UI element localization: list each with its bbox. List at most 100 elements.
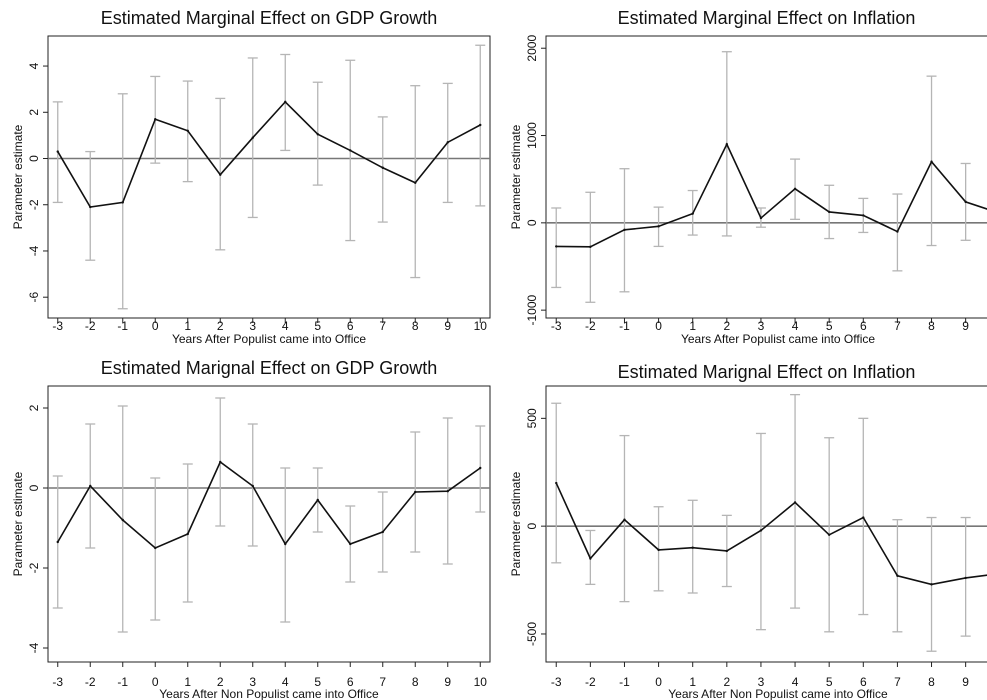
estimate-point bbox=[657, 225, 660, 228]
x-tick-label: 5 bbox=[314, 675, 321, 689]
x-axis-label: Years After Populist came into Office bbox=[681, 332, 875, 346]
x-tick-label: 0 bbox=[152, 675, 159, 689]
x-tick-label: 9 bbox=[444, 319, 451, 333]
estimate-point bbox=[793, 501, 797, 504]
estimate-point bbox=[555, 245, 558, 248]
x-tick-label: 6 bbox=[860, 319, 867, 333]
y-tick-label: -2 bbox=[27, 199, 41, 210]
estimate-point bbox=[827, 210, 831, 214]
estimate-point bbox=[316, 498, 319, 502]
x-tick-label: 6 bbox=[860, 675, 867, 689]
x-tick-label: 1 bbox=[184, 675, 191, 689]
estimate-point bbox=[349, 149, 352, 152]
y-axis-label: Parameter estimate bbox=[11, 471, 25, 576]
estimate-point bbox=[657, 548, 660, 552]
estimate-point bbox=[862, 516, 865, 519]
estimate-point bbox=[691, 212, 694, 215]
x-axis-label: Years After Non Populist came into Offic… bbox=[668, 687, 888, 700]
plot-frame bbox=[545, 385, 987, 663]
estimate-point bbox=[725, 549, 729, 553]
estimate-point bbox=[251, 136, 254, 139]
estimate-point bbox=[414, 181, 417, 184]
x-tick-label: 7 bbox=[379, 675, 386, 689]
estimate-line bbox=[556, 142, 987, 248]
y-tick-label: 0 bbox=[27, 484, 41, 491]
x-tick-label: 5 bbox=[826, 319, 833, 333]
x-tick-label: -3 bbox=[551, 675, 562, 689]
y-tick-label: 0 bbox=[525, 523, 539, 530]
x-tick-label: -2 bbox=[585, 675, 596, 689]
plot-frame bbox=[545, 35, 987, 319]
estimate-point bbox=[862, 214, 865, 217]
estimate-point bbox=[896, 230, 899, 233]
x-tick-label: 4 bbox=[792, 319, 799, 333]
x-axis-label: Years After Populist came into Office bbox=[172, 332, 366, 346]
y-tick-label: -4 bbox=[27, 245, 41, 256]
estimate-point bbox=[316, 133, 319, 136]
x-tick-label: 4 bbox=[282, 675, 289, 689]
chart-title: Estimated Marignal Effect on GDP Growth bbox=[101, 358, 437, 378]
y-tick-label: 2 bbox=[27, 109, 41, 116]
estimate-point bbox=[446, 141, 449, 144]
x-tick-label: 8 bbox=[412, 319, 419, 333]
x-tick-label: 0 bbox=[655, 675, 662, 689]
estimate-point bbox=[121, 518, 124, 522]
chart-title: Estimated Marignal Effect on Inflation bbox=[618, 362, 916, 382]
y-tick-label: -2 bbox=[27, 562, 41, 573]
estimate-point bbox=[154, 118, 157, 121]
estimate-point bbox=[186, 129, 189, 132]
estimate-point bbox=[446, 490, 449, 493]
estimate-point bbox=[219, 460, 222, 464]
estimate-point bbox=[381, 530, 384, 534]
x-tick-label: 8 bbox=[928, 675, 935, 689]
plot-frame bbox=[47, 385, 491, 663]
estimate-point bbox=[896, 574, 899, 577]
x-tick-label: 8 bbox=[412, 675, 419, 689]
plot-frame bbox=[47, 35, 491, 319]
chart-panel-2: Estimated Marginal Effect on Inflation -1… bbox=[509, 8, 987, 346]
y-tick-label: 4 bbox=[27, 62, 41, 69]
x-tick-label: 9 bbox=[962, 319, 969, 333]
estimate-point bbox=[479, 123, 482, 127]
y-tick-label: -500 bbox=[525, 622, 539, 646]
estimate-point bbox=[793, 187, 797, 190]
chart-title: Estimated Marginal Effect on Inflation bbox=[618, 8, 916, 28]
estimate-point bbox=[89, 484, 92, 488]
x-axis-label: Years After Non Populist came into Offic… bbox=[159, 687, 379, 700]
chart-panel-4: Estimated Marignal Effect on Inflation -5… bbox=[509, 362, 987, 700]
y-tick-label: 0 bbox=[27, 155, 41, 162]
estimate-point bbox=[964, 576, 967, 580]
y-axis-label: Parameter estimate bbox=[11, 124, 25, 229]
x-tick-label: 3 bbox=[249, 675, 256, 689]
estimate-point bbox=[56, 150, 59, 153]
x-tick-label: 10 bbox=[474, 675, 488, 689]
estimate-point bbox=[121, 201, 124, 204]
x-tick-label: 5 bbox=[314, 319, 321, 333]
estimate-line bbox=[555, 482, 987, 586]
x-tick-label: 0 bbox=[655, 319, 662, 333]
estimate-point bbox=[284, 542, 287, 546]
x-tick-label: 9 bbox=[444, 675, 451, 689]
estimate-point bbox=[56, 540, 59, 544]
y-tick-label: 1000 bbox=[525, 122, 539, 149]
y-tick-label: 2 bbox=[27, 404, 41, 411]
estimate-point bbox=[759, 216, 763, 220]
estimate-point bbox=[349, 542, 352, 546]
estimate-line bbox=[57, 100, 481, 208]
estimate-point bbox=[623, 518, 626, 521]
estimate-point bbox=[219, 173, 222, 176]
y-tick-label: -1000 bbox=[525, 294, 539, 325]
x-tick-label: -2 bbox=[85, 319, 96, 333]
x-tick-label: 8 bbox=[928, 319, 935, 333]
x-tick-label: 2 bbox=[217, 675, 224, 689]
x-tick-label: -1 bbox=[619, 675, 630, 689]
x-tick-label: 5 bbox=[826, 675, 833, 689]
estimate-point bbox=[930, 160, 933, 163]
estimate-point bbox=[381, 166, 384, 169]
x-tick-label: -2 bbox=[85, 675, 96, 689]
estimate-point bbox=[827, 533, 831, 536]
estimate-point bbox=[284, 100, 287, 104]
x-tick-label: 4 bbox=[282, 319, 289, 333]
x-tick-label: 2 bbox=[723, 675, 730, 689]
